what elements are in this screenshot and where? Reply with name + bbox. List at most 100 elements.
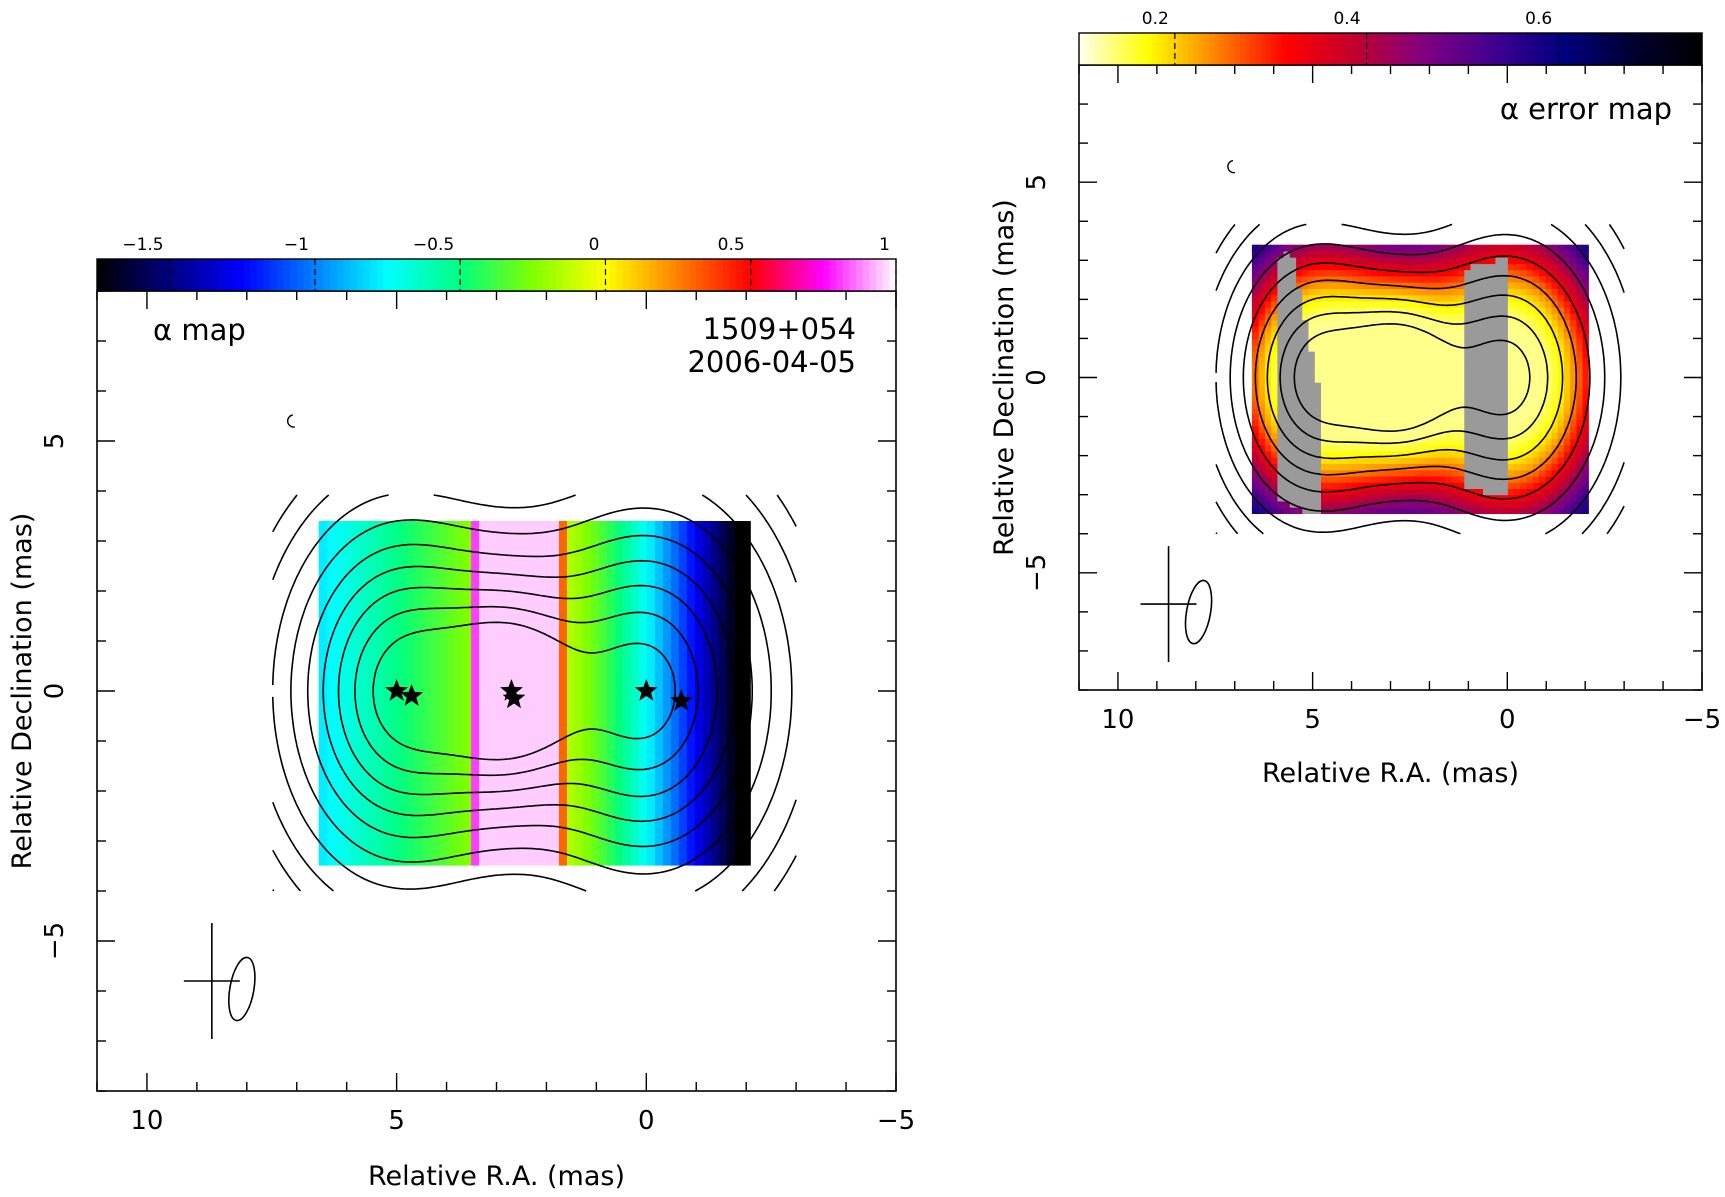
heatmap-cell (734, 521, 743, 530)
heatmap-cell (1251, 319, 1259, 327)
heatmap-cell (502, 577, 512, 586)
heatmap-cell (1370, 469, 1378, 477)
heatmap-cell (742, 785, 751, 794)
heatmap-cell (702, 681, 711, 690)
heatmap-cell (606, 777, 615, 786)
heatmap-cell (678, 657, 687, 666)
heatmap-cell (358, 577, 368, 586)
heatmap-cell (430, 553, 440, 562)
heatmap-cell (558, 553, 567, 562)
heatmap-cell (702, 529, 711, 538)
heatmap-cell (558, 521, 567, 530)
heatmap-cell (582, 561, 591, 570)
heatmap-cell (1301, 413, 1309, 421)
heatmap-cell (1388, 269, 1396, 277)
heatmap-cell (358, 793, 368, 802)
heatmap-cell (614, 849, 623, 858)
heatmap-cell (590, 641, 599, 650)
heatmap-cell (1463, 457, 1471, 464)
heatmap-cell (1457, 400, 1465, 408)
heatmap-cell (630, 777, 639, 786)
heatmap-cell (350, 721, 360, 730)
heatmap-cell (1507, 344, 1515, 352)
heatmap-cell (462, 601, 472, 610)
contour-line (1215, 223, 1622, 535)
heatmap-cell (494, 729, 504, 738)
heatmap-cell (1557, 338, 1564, 346)
heatmap-cell (734, 593, 743, 602)
beam-ellipse (1184, 579, 1213, 645)
colorbar-segment (503, 259, 511, 291)
heatmap-cell (486, 817, 496, 826)
heatmap-cell (598, 633, 607, 642)
heatmap-cell (366, 801, 376, 810)
colorbar-segment (536, 259, 544, 291)
heatmap-cell (1413, 307, 1421, 314)
heatmap-cell (342, 561, 352, 570)
heatmap-cell (718, 609, 727, 618)
heatmap-cell (486, 801, 496, 810)
heatmap-cell (1376, 469, 1384, 477)
heatmap-cell (1388, 357, 1396, 364)
heatmap-cell (1532, 457, 1539, 464)
heatmap-cell (1345, 494, 1353, 502)
heatmap-cell (486, 745, 496, 754)
heatmap-cell (366, 545, 376, 554)
heatmap-cell (470, 681, 480, 690)
heatmap-cell (1563, 332, 1571, 339)
heatmap-cell (390, 697, 400, 706)
heatmap-cell (438, 673, 448, 682)
heatmap-cell (1388, 507, 1396, 514)
heatmap-cell (662, 673, 671, 682)
heatmap-cell (510, 625, 520, 634)
heatmap-cell (406, 593, 416, 602)
heatmap-cell (350, 729, 360, 738)
heatmap-cell (1482, 263, 1490, 271)
heatmap-cell (726, 825, 735, 834)
heatmap-cell (1270, 250, 1278, 258)
contour-line (1215, 223, 1625, 535)
heatmap-cell (1519, 413, 1527, 421)
heatmap-cell (382, 649, 392, 658)
heatmap-cell (406, 737, 416, 746)
heatmap-cell (1295, 344, 1303, 352)
heatmap-cell (1557, 444, 1564, 452)
heatmap-cell (1476, 388, 1483, 396)
heatmap-cell (1438, 488, 1446, 496)
heatmap-cell (1557, 400, 1564, 408)
heatmap-cell (342, 569, 352, 578)
heatmap-cell (462, 729, 472, 738)
heatmap-cell (1382, 438, 1390, 446)
heatmap-cell (1582, 350, 1589, 358)
heatmap-cell (1420, 288, 1427, 296)
heatmap-cell (1557, 275, 1564, 283)
heatmap-cell (1532, 507, 1539, 514)
heatmap-cell (638, 841, 647, 850)
heatmap-cell (590, 737, 599, 746)
heatmap-cell (1289, 269, 1297, 277)
heatmap-cell (1445, 257, 1452, 265)
heatmap-cell (718, 745, 727, 754)
heatmap-cell (1370, 363, 1378, 371)
heatmap-cell (1339, 432, 1346, 439)
heatmap-cell (1382, 382, 1390, 390)
heatmap-cell (414, 809, 424, 818)
heatmap-cell (542, 561, 551, 570)
heatmap-cell (1451, 400, 1458, 408)
heatmap-cell (326, 689, 336, 698)
heatmap-cell (654, 833, 663, 842)
heatmap-cell (1364, 375, 1371, 383)
heatmap-cell (1451, 350, 1458, 358)
heatmap-cell (502, 825, 512, 834)
heatmap-cell (1476, 482, 1483, 489)
heatmap-cell (1395, 394, 1402, 402)
heatmap-cell (350, 785, 360, 794)
heatmap-cell (710, 625, 719, 634)
heatmap-cell (406, 561, 416, 570)
heatmap-cell (350, 849, 360, 858)
heatmap-cell (326, 585, 336, 594)
heatmap-cell (406, 617, 416, 626)
heatmap-cell (414, 721, 424, 730)
heatmap-cell (1289, 444, 1297, 452)
heatmap-cell (1276, 307, 1284, 314)
